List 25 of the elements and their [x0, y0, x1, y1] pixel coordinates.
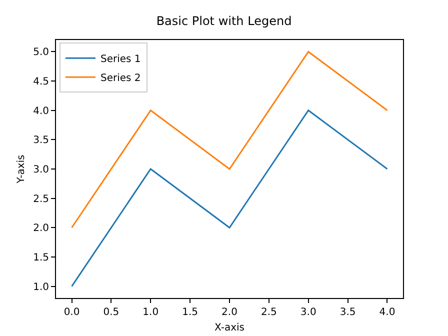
x-tick-label: 0.5 — [103, 307, 120, 318]
x-tick-label: 3.5 — [340, 307, 356, 318]
x-tick-label: 1.0 — [142, 307, 159, 318]
x-axis-title: X-axis — [214, 322, 244, 334]
y-tick-label: 2.5 — [33, 194, 49, 205]
x-tick-label: 2.0 — [222, 307, 238, 318]
x-tick-label: 2.5 — [260, 307, 277, 318]
x-tick-label: 3.0 — [300, 307, 316, 318]
y-tick-label: 5.0 — [33, 47, 49, 58]
y-tick-label: 3.5 — [33, 135, 49, 146]
y-tick-label: 4.0 — [33, 106, 49, 117]
y-tick-label: 3.0 — [33, 164, 49, 176]
chart-title: Basic Plot with Legend — [156, 14, 292, 28]
y-tick-label: 1.5 — [33, 252, 49, 264]
y-axis-title: Y-axis — [16, 154, 28, 184]
legend-label: Series 2 — [100, 72, 141, 84]
x-tick-label: 1.5 — [182, 307, 198, 318]
legend-label: Series 1 — [100, 54, 141, 65]
y-tick-label: 4.5 — [33, 76, 49, 88]
line-series — [71, 110, 388, 288]
y-tick-label: 2.0 — [33, 223, 49, 234]
x-tick-label: 0.0 — [64, 307, 80, 318]
x-tick-label: 4.0 — [379, 307, 396, 318]
line-series — [71, 50, 388, 228]
y-tick-label: 1.0 — [33, 282, 49, 293]
